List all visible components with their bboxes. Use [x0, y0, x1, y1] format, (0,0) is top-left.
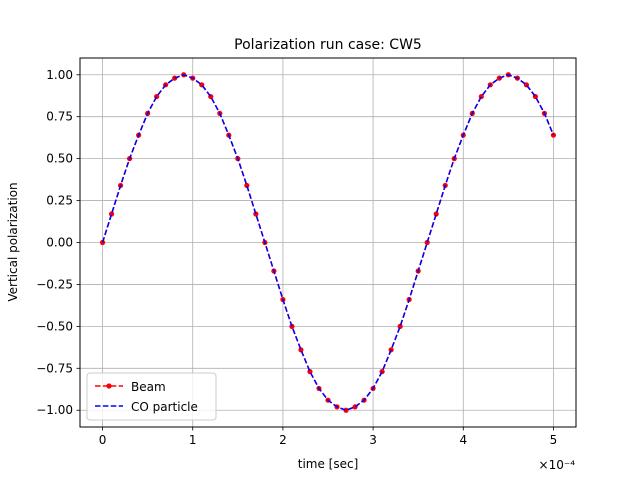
- x-axis-label: time [sec]: [298, 457, 359, 471]
- data-point-beam: [253, 211, 259, 217]
- x-tick-label: 2: [279, 433, 287, 447]
- data-point-beam: [108, 211, 115, 217]
- legend-handles: [95, 383, 123, 407]
- y-tick-label: 0.00: [46, 236, 73, 250]
- legend-box: [86, 372, 217, 421]
- x-tick-label: 1: [189, 433, 197, 447]
- chart-title: Polarization run case: CW5: [234, 37, 422, 53]
- x-axis-offset-label: ×10⁻⁴: [539, 458, 576, 472]
- y-tick-label: 0.75: [46, 110, 73, 124]
- legend-label-beam: Beam: [131, 380, 166, 394]
- series-line-co-particle: [101, 73, 555, 412]
- legend: Beam CO particle: [86, 372, 217, 421]
- y-tick-label: −0.25: [36, 277, 73, 291]
- legend-label-co-particle: CO particle: [131, 400, 198, 414]
- data-point-beam: [343, 407, 349, 413]
- data-point-beam: [244, 182, 250, 189]
- y-tick-label: 0.25: [46, 194, 73, 208]
- grid-lines: [80, 58, 576, 427]
- series-layer: [99, 72, 557, 413]
- data-point-beam: [550, 132, 557, 138]
- y-tick-label: −0.75: [36, 361, 73, 375]
- x-tick-label: 4: [459, 433, 467, 447]
- y-tick-label: −0.50: [36, 319, 73, 333]
- y-tick-label: −1.00: [36, 403, 73, 417]
- axis-ticks: 0 1 2 3 4 5 −1.00 −0.75 −0.50 −0.25 0.00 0.25 0.50 0.…: [36, 68, 557, 447]
- data-point-beam: [433, 211, 439, 217]
- data-point-beam: [99, 239, 106, 246]
- y-axis-label: Vertical polarization: [6, 182, 20, 301]
- y-tick-label: 0.50: [46, 152, 73, 166]
- x-tick-label: 5: [550, 433, 558, 447]
- legend-marker-beam: [106, 383, 112, 389]
- x-tick-label: 3: [369, 433, 377, 447]
- x-tick-label: 0: [99, 433, 107, 447]
- data-point-beam: [397, 323, 403, 329]
- y-tick-label: 1.00: [46, 68, 73, 82]
